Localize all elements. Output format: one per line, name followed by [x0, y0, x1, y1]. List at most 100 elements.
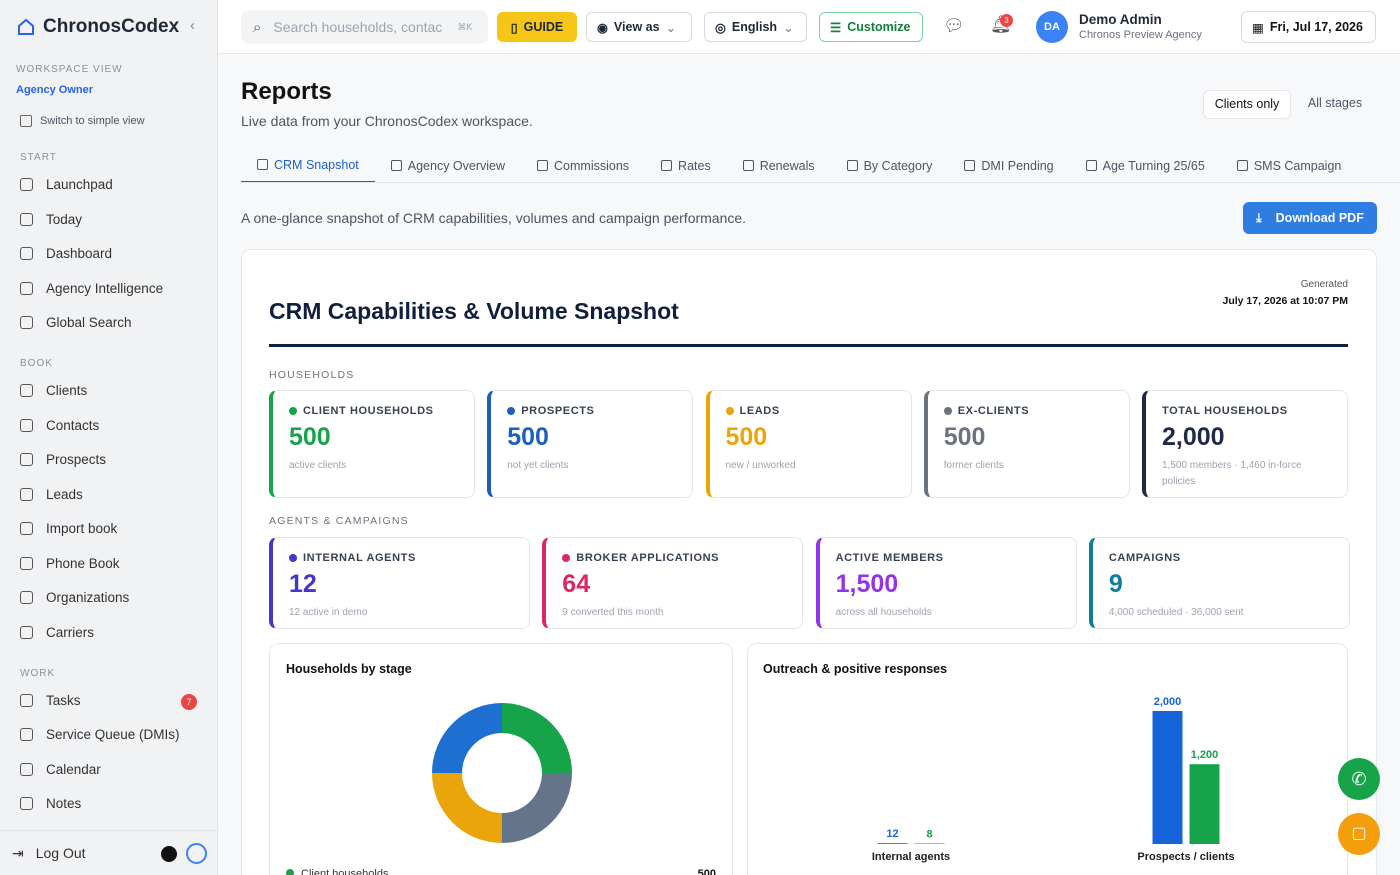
filter-stages[interactable]: All stages: [1307, 96, 1363, 110]
nav-item[interactable]: Agency Intelligence: [20, 281, 163, 296]
logout[interactable]: ⇥ Log Out: [12, 845, 86, 861]
stat-label-text: INTERNAL AGENTS: [303, 552, 416, 564]
stat-card: BROKER APPLICATIONS 64 9 converted this mo…: [542, 537, 804, 629]
search[interactable]: ⌕ Search households, contac ⌘K: [241, 10, 488, 44]
shortcut: ⌘K: [457, 21, 473, 32]
tab[interactable]: DMI Pending: [948, 148, 1069, 182]
stat-note: 1,500 members · 1,460 in-force policies: [1162, 460, 1302, 487]
nav-item[interactable]: Phone Book: [20, 556, 120, 571]
tab[interactable]: SMS Campaign: [1221, 148, 1358, 182]
stage-panel: Households by stage Client households 500: [269, 643, 733, 875]
stat-note: 4,000 scheduled · 36,000 sent: [1108, 607, 1244, 618]
donut-segment: [432, 773, 502, 843]
stat-label: EX-CLIENTS: [943, 405, 1129, 417]
nav-label: Dashboard: [46, 246, 113, 261]
tab[interactable]: By Category: [831, 148, 949, 182]
tab[interactable]: Commissions: [521, 148, 645, 182]
bar: [1189, 764, 1220, 844]
tab[interactable]: Age Turning 25/65: [1070, 148, 1221, 182]
stat-label: LEADS: [725, 405, 911, 417]
language[interactable]: ◎ English ⌄: [704, 12, 807, 42]
nav-item[interactable]: Calendar: [20, 762, 101, 777]
nav-item[interactable]: Prospects: [20, 452, 106, 467]
tab[interactable]: Rates: [645, 148, 727, 182]
nav-item[interactable]: Service Queue (DMIs): [20, 727, 180, 742]
guide-button[interactable]: ▯ GUIDE: [497, 12, 577, 42]
stat-dot: [507, 407, 516, 415]
note-button[interactable]: ▢: [1338, 813, 1380, 855]
tab-icon: [537, 160, 549, 171]
stat-note: 12 active in demo: [289, 607, 368, 618]
stat-label: CAMPAIGNS: [1109, 552, 1349, 564]
nav-label: Prospects: [46, 452, 107, 467]
bar-value: 8: [926, 828, 932, 840]
stat-label: BROKER APPLICATIONS: [562, 552, 802, 564]
logo: [18, 18, 34, 35]
stat-label-text: EX-CLIENTS: [957, 405, 1030, 417]
donut-segment: [502, 773, 572, 843]
nav-item[interactable]: Import book: [20, 521, 117, 536]
filter-clients[interactable]: Clients only: [1203, 90, 1291, 119]
download-button[interactable]: ⤓ Download PDF: [1243, 202, 1377, 234]
stat-card: TOTAL HOUSEHOLDS 2,000 1,500 members · 1,4…: [1142, 390, 1348, 498]
stat-value: 1,500: [835, 570, 899, 598]
language-text: English: [731, 20, 778, 34]
stat-value: 500: [507, 423, 549, 451]
role[interactable]: Agency Owner: [16, 84, 94, 96]
switch-view[interactable]: Switch to simple view: [20, 115, 145, 127]
nav-icon: [20, 556, 33, 570]
nav-label: Contacts: [46, 417, 100, 433]
view-as[interactable]: ◉ View as ⌄: [586, 12, 692, 42]
nav-item[interactable]: Global Search: [20, 315, 132, 330]
nav-label: Service Queue (DMIs): [46, 727, 180, 742]
tab-label: DMI Pending: [981, 158, 1054, 173]
nav-icon: [20, 797, 33, 810]
nav-item[interactable]: Tasks: [20, 693, 81, 708]
donut-segment: [502, 703, 572, 773]
stat-label: CLIENT HOUSEHOLDS: [289, 405, 474, 417]
search-placeholder: Search households, contac: [273, 19, 443, 35]
workspace-label: WORKSPACE VIEW: [16, 64, 123, 75]
nav-label: Agency Intelligence: [46, 280, 164, 296]
stat-label-text: LEADS: [739, 405, 780, 417]
chat-icon[interactable]: 💬︎: [943, 16, 965, 35]
nav-item[interactable]: Clients: [20, 383, 87, 398]
light-toggle[interactable]: [186, 843, 207, 864]
agents-label: AGENTS & CAMPAIGNS: [269, 515, 409, 527]
tab-icon: [742, 160, 754, 171]
tab-label: Rates: [678, 158, 711, 173]
report-title: CRM Capabilities & Volume Snapshot: [269, 298, 679, 324]
dark-toggle[interactable]: [161, 846, 177, 862]
stat-card: LEADS 500 new / unworked: [705, 390, 912, 498]
nav-label: Clients: [46, 383, 88, 398]
customize[interactable]: ☰ Customize: [819, 12, 923, 42]
legend-value: 500: [698, 868, 716, 875]
collapse[interactable]: ‹: [190, 17, 195, 34]
nav-label: Carriers: [46, 624, 95, 640]
nav-item[interactable]: Leads: [20, 487, 83, 502]
avatar[interactable]: DA: [1036, 11, 1068, 43]
category-label: Internal agents: [872, 851, 950, 863]
bar-value: 1,200: [1191, 749, 1219, 761]
date-button[interactable]: ▦ Fri, Jul 17, 2026: [1241, 11, 1376, 43]
tab[interactable]: CRM Snapshot: [241, 148, 375, 182]
nav-item[interactable]: Carriers: [20, 625, 94, 640]
nav-icon: [20, 487, 33, 501]
brand: ChronosCodex: [43, 16, 180, 37]
nav-item[interactable]: Contacts: [20, 418, 99, 433]
nav-icon: [20, 522, 33, 535]
nav-item[interactable]: Today: [20, 212, 82, 227]
tab[interactable]: Agency Overview: [375, 148, 521, 182]
tab[interactable]: Renewals: [727, 148, 831, 182]
nav-item[interactable]: Notes: [20, 796, 81, 811]
nav-item[interactable]: Organizations: [20, 590, 129, 605]
tab-label: Age Turning 25/65: [1102, 158, 1205, 173]
nav-label: Import book: [46, 521, 118, 536]
call-button[interactable]: ✆: [1338, 758, 1380, 800]
tab-label: Commissions: [554, 158, 630, 173]
nav-item[interactable]: Launchpad: [20, 177, 113, 192]
stat-dot: [289, 554, 297, 562]
nav-item[interactable]: Dashboard: [20, 246, 112, 261]
generated-date: July 17, 2026 at 10:07 PM: [1222, 295, 1349, 307]
